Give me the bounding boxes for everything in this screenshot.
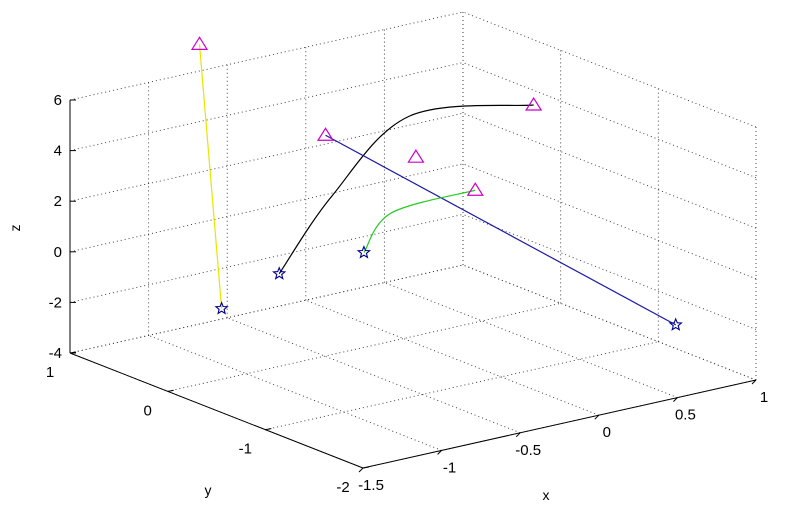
x-tick — [437, 450, 442, 455]
triangle-marker — [525, 96, 543, 111]
star-marker — [214, 301, 229, 315]
y-tick — [167, 389, 174, 392]
back-wall-gridline — [462, 62, 757, 179]
back-wall-gridline — [462, 163, 757, 280]
triangle-marker — [407, 149, 425, 163]
floor-gridline — [462, 264, 757, 381]
grid-lines — [69, 11, 757, 469]
x-tick — [515, 432, 521, 438]
y-tick — [362, 466, 370, 469]
side-wall-gridline — [69, 264, 464, 354]
z-tick-label: -4 — [49, 345, 62, 362]
y-tick-label: -1 — [239, 441, 252, 458]
side-wall-gridline — [69, 213, 464, 303]
x-tick-label: 0.5 — [675, 407, 696, 424]
star-marker — [668, 317, 683, 331]
y-axis-label: y — [205, 482, 212, 498]
tick-labels: -1.5 -1 -0.5 0 0.5 1 -2 -1 0 1 -4 -2 0 2 4 6 — [46, 92, 768, 496]
series-line — [198, 44, 223, 309]
x-tick-label: -1.5 — [358, 477, 384, 494]
y-tick — [265, 428, 272, 431]
side-wall-gridline — [69, 11, 464, 101]
back-wall-gridline — [462, 11, 757, 128]
triangle-marker — [466, 182, 484, 196]
axes — [69, 99, 757, 473]
y-tick-label: 1 — [46, 364, 54, 381]
series-line — [325, 134, 677, 326]
floor-gridline — [167, 302, 561, 392]
side-wall-gridline — [69, 112, 464, 202]
floor-gridline — [265, 341, 659, 431]
series-line — [363, 189, 476, 253]
x-tick — [751, 379, 757, 385]
back-wall-gridline — [462, 213, 757, 330]
x-tick-label: 0 — [603, 424, 611, 441]
data-series — [190, 36, 683, 331]
x-axis-line — [362, 379, 757, 469]
star-marker — [272, 266, 287, 280]
z-tick-label: 6 — [54, 92, 62, 109]
y-tick-label: 0 — [143, 402, 151, 419]
triangle-marker — [316, 127, 335, 141]
x-tick-label: -0.5 — [515, 442, 541, 459]
x-tick — [594, 414, 600, 420]
x-tick-label: -1 — [443, 459, 456, 476]
floor-gridline — [148, 334, 442, 451]
z-axis-label: z — [7, 225, 23, 232]
series-line — [278, 104, 534, 275]
z-tick-label: -2 — [49, 294, 62, 311]
back-wall-gridline — [462, 264, 757, 381]
floor-gridline — [227, 317, 521, 434]
x-tick-label: 1 — [760, 389, 768, 406]
z-tick-label: 4 — [54, 143, 62, 160]
y-tick-label: -2 — [336, 479, 349, 496]
floor-gridline — [305, 299, 599, 416]
x-tick — [358, 467, 364, 473]
star-marker — [356, 245, 372, 259]
y-axis-line — [69, 352, 364, 469]
x-axis-label: x — [543, 487, 550, 503]
back-wall-gridline — [462, 112, 757, 229]
z-tick-label: 2 — [54, 193, 62, 210]
triangle-marker — [190, 36, 209, 50]
x-tick — [673, 397, 678, 402]
side-wall-gridline — [69, 62, 464, 152]
z-tick-label: 0 — [54, 244, 62, 261]
floor-gridline — [384, 282, 678, 399]
